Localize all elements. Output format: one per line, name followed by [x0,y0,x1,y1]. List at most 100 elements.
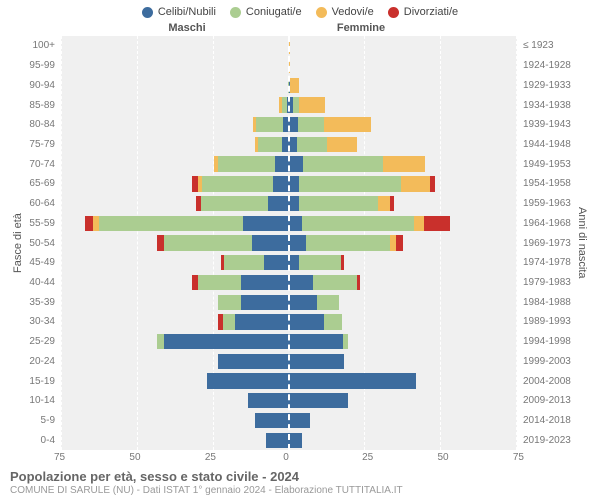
y-right-axis-title: Anni di nascita [574,36,590,450]
birth-label: 1929-1933 [518,75,574,95]
male-side [61,156,289,171]
bar [164,255,289,270]
segment-m [317,295,338,310]
legend-label: Coniugati/e [246,6,302,18]
segment-m [258,137,282,152]
bar [289,314,398,329]
male-side [61,373,289,388]
segment-d [396,235,402,250]
age-label: 55-59 [26,213,60,233]
bar [289,117,426,132]
segment-m [306,235,390,250]
segment-w [383,156,425,171]
age-label: 50-54 [26,233,60,253]
segment-c [266,433,289,448]
segment-m [201,196,267,211]
chart-subtitle: COMUNE DI SARULE (NU) - Dati ISTAT 1° ge… [10,485,590,496]
segment-c [289,137,297,152]
chart-area: Fasce di età 100+95-9990-9485-8980-8475-… [10,36,590,450]
segment-c [289,176,299,191]
female-side [289,354,517,369]
x-tick: 75 [54,452,129,463]
bar [216,433,289,448]
segment-m [299,176,401,191]
female-side [289,216,517,231]
segment-m [297,137,327,152]
female-side [289,295,517,310]
x-tick: 50 [129,452,204,463]
segment-m [157,334,164,349]
segment-d [424,216,450,231]
bar [289,373,459,388]
female-side [289,235,517,250]
segment-c [235,314,289,329]
segment-c [248,393,290,408]
segment-d [341,255,344,270]
center-axis [288,36,290,450]
segment-w [414,216,424,231]
segment-m [298,117,324,132]
birth-label: 1969-1973 [518,233,574,253]
segment-m [202,176,273,191]
age-label: 65-69 [26,174,60,194]
segment-c [289,196,299,211]
bar [289,235,450,250]
bar [158,156,289,171]
bar [161,354,289,369]
segment-c [241,275,289,290]
age-label: 75-79 [26,135,60,155]
bar [198,117,289,132]
birth-label: 1984-1988 [518,292,574,312]
age-label: 45-49 [26,253,60,273]
x-tick: 25 [205,452,280,463]
birth-label: 1939-1943 [518,115,574,135]
female-side [289,156,517,171]
birth-label: ≤ 1923 [518,36,574,56]
birth-label: 1924-1928 [518,56,574,76]
female-side [289,275,517,290]
x-ticks-left: 255075 [60,452,286,463]
x-tick: 50 [373,452,448,463]
segment-c [289,216,302,231]
x-tick: 25 [298,452,373,463]
segment-c [289,235,306,250]
bar [289,275,417,290]
female-side [289,117,517,132]
bar [140,176,289,191]
segment-m [218,156,276,171]
segment-m [343,334,348,349]
segment-w [324,117,371,132]
bar [289,137,414,152]
male-side [61,117,289,132]
bar [289,176,471,191]
female-side [289,97,517,112]
segment-m [299,255,341,270]
segment-m [198,275,242,290]
segment-m [164,235,252,250]
female-side [289,334,517,349]
male-side [61,314,289,329]
segment-c [273,176,289,191]
age-label: 95-99 [26,56,60,76]
chart-title: Popolazione per età, sesso e stato civil… [10,469,590,484]
birth-label: 1934-1938 [518,95,574,115]
bar [289,97,380,112]
female-side [289,137,517,152]
bar [143,196,289,211]
segment-c [241,295,289,310]
bar [289,78,338,93]
segment-w [299,97,326,112]
bar [289,295,395,310]
bar [152,373,289,388]
legend-swatch [142,7,153,18]
bar [289,196,444,211]
segment-m [223,314,235,329]
bar [116,334,289,349]
segment-c [268,196,289,211]
bar [289,354,401,369]
segment-m [313,275,357,290]
age-label: 85-89 [26,95,60,115]
segment-c [289,354,344,369]
bar [116,235,289,250]
segment-d [357,275,360,290]
